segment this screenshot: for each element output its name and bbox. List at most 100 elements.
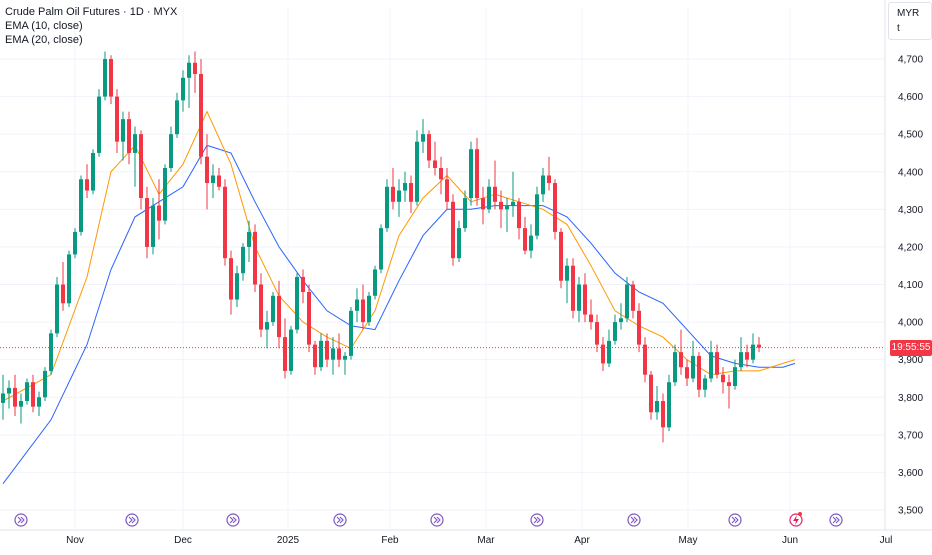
candle-body [415, 141, 419, 202]
candle [523, 216, 527, 255]
candle-body [277, 295, 281, 338]
event-icon [226, 513, 240, 527]
candle-body [307, 292, 311, 345]
candle-body [301, 276, 305, 293]
event-markers [14, 512, 843, 527]
candle [337, 333, 341, 368]
candle [259, 273, 263, 338]
candle [601, 337, 605, 371]
candle [31, 374, 35, 413]
candle-body [499, 201, 503, 210]
ema10-legend[interactable]: EMA (10, close) [5, 20, 83, 32]
candle [463, 190, 467, 232]
lightning-glyph [793, 515, 799, 525]
candle-body [151, 205, 155, 247]
event-icon-arrow [128, 516, 136, 524]
candle [265, 310, 269, 349]
candle [415, 130, 419, 206]
lightning-dot [798, 512, 802, 516]
candle-body [139, 134, 143, 199]
candle-body [55, 284, 59, 334]
candle-body [565, 265, 569, 281]
candle [133, 126, 137, 187]
event-icon [125, 513, 139, 527]
candle-body [655, 401, 659, 413]
candle-body [133, 134, 137, 153]
candle [583, 273, 587, 323]
candle [553, 179, 557, 240]
time-axis[interactable]: Nov Dec 2025 Feb Mar Apr May Jun Jul [0, 529, 932, 546]
candle-body [751, 344, 755, 360]
candle [403, 171, 407, 202]
candle-body [529, 235, 533, 251]
candle-body [445, 179, 449, 202]
candle-body [667, 382, 671, 428]
candle-body [199, 74, 203, 157]
event-icon-arrow [731, 516, 739, 524]
event-icon-arrow [832, 516, 840, 524]
candle-body [295, 276, 299, 330]
candle [67, 250, 71, 308]
candle-body [37, 397, 41, 407]
candle-body [577, 284, 581, 311]
x-tick-label: Mar [477, 535, 495, 546]
candle [385, 179, 389, 232]
candle-body [229, 258, 233, 300]
candle [157, 179, 161, 240]
price-axis[interactable]: 3,500 3,600 3,700 3,800 3,900 4,000 4,100 4,200… [884, 0, 923, 530]
candle-body [19, 401, 23, 407]
candle [229, 250, 233, 315]
candle [625, 276, 629, 323]
x-tick-label: Jul [880, 535, 893, 546]
candle [691, 340, 695, 383]
candle [79, 175, 83, 236]
candle-body [91, 152, 95, 191]
candle-body [541, 175, 545, 195]
ema20-legend[interactable]: EMA (20, close) [5, 34, 83, 46]
candle-body [367, 295, 371, 323]
x-tick-label: May [679, 535, 698, 546]
candle-body [553, 183, 557, 232]
y-tick-label: 4,400 [898, 167, 923, 178]
candle-body [7, 387, 11, 394]
candle [727, 374, 731, 409]
candle-body [409, 183, 413, 202]
candle [199, 59, 203, 165]
candle [511, 171, 515, 217]
candle [319, 333, 323, 371]
candle [241, 243, 245, 281]
candle-body [145, 198, 149, 247]
event-icon [333, 513, 347, 527]
candle [541, 167, 545, 202]
candle [73, 228, 77, 259]
x-tick-label: Apr [574, 535, 590, 546]
candle [103, 51, 107, 101]
candle [619, 303, 623, 330]
candle-body [31, 382, 35, 407]
candle [547, 156, 551, 191]
candle [475, 137, 479, 206]
candle-body [637, 310, 641, 345]
event-icon [728, 513, 742, 527]
candle [409, 175, 413, 214]
candle [703, 374, 707, 398]
candle-body [457, 228, 461, 259]
currency-unit-box[interactable]: MYR t [888, 2, 932, 40]
y-tick-label: 4,000 [898, 318, 923, 329]
candle-body [691, 355, 695, 379]
candle-body [259, 284, 263, 330]
candle [19, 393, 23, 424]
candle-body [631, 284, 635, 311]
candle-body [649, 374, 653, 413]
candle-body [313, 344, 317, 368]
x-tick-label: Jun [782, 535, 798, 546]
candle-body [661, 401, 665, 428]
candle [193, 51, 197, 93]
candle [499, 190, 503, 229]
candle-body [283, 337, 287, 371]
symbol-title[interactable]: Crude Palm Oil Futures · 1D · MYX [5, 6, 178, 18]
event-icon [627, 513, 641, 527]
candle [343, 352, 347, 375]
